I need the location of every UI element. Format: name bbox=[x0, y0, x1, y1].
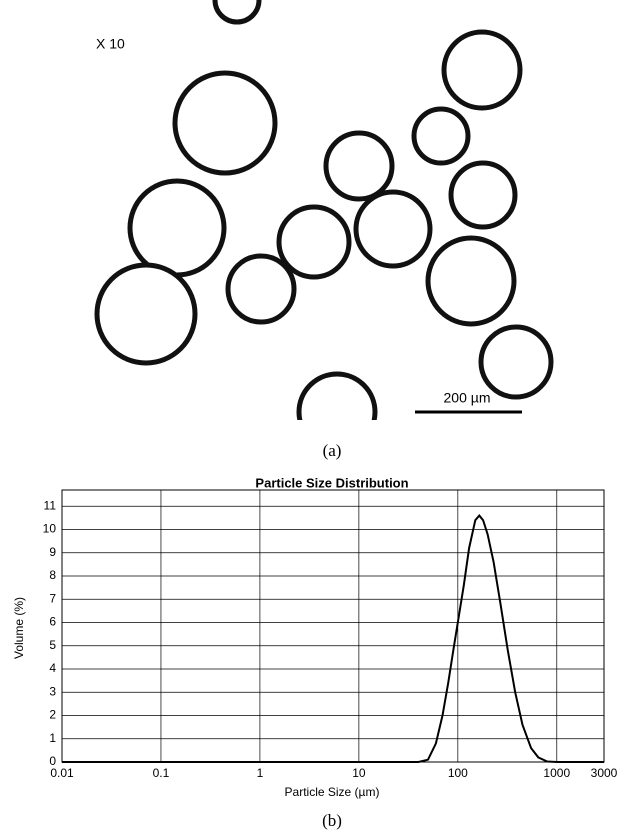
chart-title: Particle Size Distribution bbox=[255, 475, 408, 490]
micrograph bbox=[97, 0, 551, 450]
x-tick-label: 0.1 bbox=[153, 766, 170, 780]
magnification: X 10 bbox=[96, 36, 125, 52]
y-tick-label: 9 bbox=[49, 545, 56, 559]
scale-bar-label: 200 µm bbox=[444, 390, 491, 406]
y-tick-label: 1 bbox=[49, 731, 56, 745]
figure: X 10 200 µm (a) (b) Particle Size Distri… bbox=[0, 0, 622, 836]
y-tick-label: 2 bbox=[49, 708, 56, 722]
y-axis-label: Volume (%) bbox=[12, 597, 26, 659]
panel-label: (b) bbox=[322, 811, 342, 830]
y-tick-label: 7 bbox=[49, 591, 56, 605]
y-tick-label: 5 bbox=[49, 638, 56, 652]
y-tick-label: 6 bbox=[49, 615, 56, 629]
panel-label: (a) bbox=[323, 441, 342, 460]
x-tick-label: 10 bbox=[352, 766, 366, 780]
y-tick-label: 10 bbox=[43, 522, 57, 536]
x-axis-label: Particle Size (µm) bbox=[285, 785, 380, 799]
y-tick-label: 11 bbox=[44, 498, 57, 512]
x-tick-label: 0.01 bbox=[50, 766, 74, 780]
x-tick-label: 1000 bbox=[543, 766, 570, 780]
x-tick-label: 100 bbox=[448, 766, 468, 780]
y-tick-label: 4 bbox=[49, 661, 56, 675]
page: X 10 200 µm (a) (b) Particle Size Distri… bbox=[0, 0, 622, 836]
y-tick-label: 3 bbox=[49, 684, 56, 698]
x-tick-label: 3000 bbox=[591, 766, 618, 780]
x-tick-label: 1 bbox=[257, 766, 264, 780]
y-tick-label: 8 bbox=[49, 568, 56, 582]
